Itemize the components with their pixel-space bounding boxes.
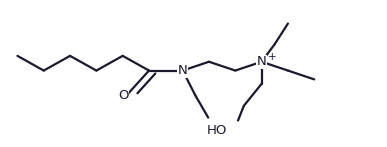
Text: +: + bbox=[268, 52, 277, 62]
Text: HO: HO bbox=[207, 124, 227, 137]
Text: N: N bbox=[257, 55, 267, 68]
Text: O: O bbox=[118, 89, 128, 102]
Text: N: N bbox=[178, 64, 188, 77]
